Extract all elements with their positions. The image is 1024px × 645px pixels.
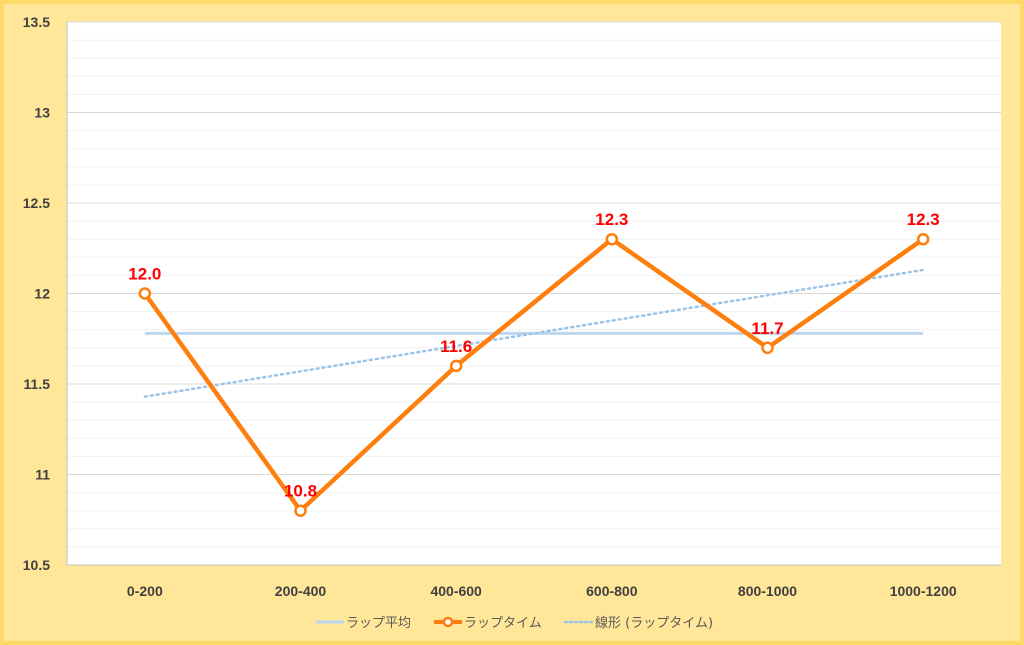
data-label: 11.6: [440, 337, 472, 356]
data-label: 11.7: [751, 319, 783, 338]
legend-label-average: ラップ平均: [346, 616, 411, 631]
x-tick-label: 800-1000: [738, 583, 797, 599]
x-tick-label: 0-200: [127, 583, 163, 599]
y-tick-label: 13.5: [23, 14, 50, 30]
legend-label-lap-time: ラップタイム: [464, 616, 542, 631]
data-point: [449, 359, 463, 373]
x-tick-label: 600-800: [586, 583, 638, 599]
data-point: [916, 232, 930, 246]
data-point: [138, 287, 152, 300]
x-tick-label: 1000-1200: [890, 583, 957, 599]
series-line-lap-time: [143, 236, 925, 513]
series-group: [138, 232, 930, 517]
data-label: 12.0: [128, 265, 161, 284]
data-label: 10.8: [284, 482, 317, 501]
data-labels: 12.0 10.8 11.6 12.3 11.7 12.3: [128, 210, 939, 501]
y-tick-label: 12.5: [23, 195, 50, 211]
y-axis-ticks: 10.5 11 11.5 12 12.5 13 13.5: [23, 14, 50, 573]
data-point: [294, 504, 307, 517]
legend: ラップ平均 ラップタイム 線形 (ラップタイム): [316, 615, 713, 631]
y-tick-label: 13: [34, 105, 50, 121]
y-tick-label: 10.5: [23, 557, 50, 573]
legend-marker-lap-time: [442, 616, 454, 628]
trendline: [143, 268, 925, 398]
y-tick-label: 11: [35, 467, 50, 483]
y-tick-label: 12: [34, 286, 50, 302]
x-axis-ticks: 0-200 200-400 400-600 600-800 800-1000 1000-1…: [127, 583, 957, 599]
y-tick-label: 11.5: [24, 376, 51, 392]
data-label: 12.3: [907, 210, 940, 229]
x-tick-label: 400-600: [430, 583, 482, 599]
data-label: 12.3: [595, 210, 628, 229]
data-point: [761, 341, 774, 355]
data-point: [605, 232, 619, 246]
gridlines: [67, 21, 1001, 548]
x-tick-label: 200-400: [275, 583, 327, 599]
legend-label-trendline: 線形 (ラップタイム): [595, 615, 713, 631]
